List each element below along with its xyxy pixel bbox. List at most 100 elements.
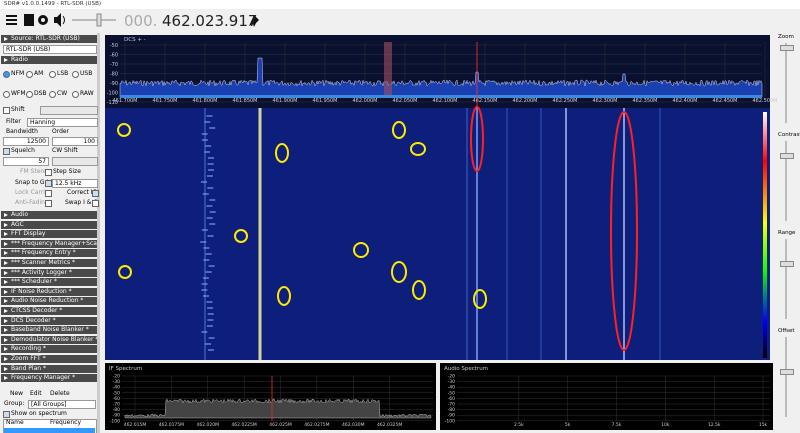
label: Step Size	[53, 168, 81, 175]
waterfall-speckle	[207, 235, 214, 237]
waterfall-speckle	[206, 175, 213, 177]
section-header[interactable]: Radio	[1, 56, 97, 64]
checkbox-label[interactable]: Anti-Fading	[15, 199, 49, 206]
y-tick-label: -80	[110, 72, 118, 78]
waterfall-speckle	[202, 295, 209, 297]
section-header[interactable]: Source: RTL-SDR (USB)	[1, 35, 97, 43]
x-tick-label: 5k	[565, 422, 571, 428]
checkbox-label[interactable]: Shift	[11, 106, 25, 113]
waterfall-speckle	[204, 151, 211, 153]
radio-label[interactable]: RAW	[80, 90, 94, 97]
if-trace	[124, 398, 432, 419]
panel-header[interactable]: Frequency Manager *	[1, 374, 97, 383]
radio-button[interactable]	[72, 71, 79, 78]
panel-header[interactable]: Recording *	[1, 345, 97, 354]
volume-thumb[interactable]	[96, 13, 102, 27]
column-header[interactable]: Frequency	[50, 419, 81, 426]
radio-button[interactable]	[3, 71, 10, 78]
x-tick-label: 462.025M	[269, 422, 292, 428]
radio-label[interactable]: LSB	[57, 70, 69, 77]
frequency-display[interactable]: 462.023.917	[162, 12, 258, 30]
step-select[interactable]: 12.5 kHz	[52, 179, 98, 188]
waterfall-signal	[506, 108, 508, 360]
filter-marker	[384, 42, 392, 97]
annotations	[117, 121, 487, 309]
button[interactable]: Edit	[30, 390, 42, 397]
slider-thumb[interactable]	[780, 45, 794, 51]
slider[interactable]	[785, 337, 787, 417]
button[interactable]: New	[10, 390, 24, 397]
y-tick-label: -30	[113, 379, 120, 385]
panel-header[interactable]: Demodulator Noise Blanker *	[1, 335, 97, 344]
waterfall-speckle	[201, 331, 208, 333]
radio-button[interactable]	[49, 71, 56, 78]
button[interactable]: Delete	[50, 390, 70, 397]
waterfall-speckle	[202, 193, 209, 195]
panel-header[interactable]: CTCSS Decoder *	[1, 307, 97, 315]
radio-button[interactable]	[26, 91, 33, 98]
panel-title: Audio Spectrum	[444, 366, 488, 372]
device-select[interactable]: RTL-SDR (USB)	[3, 45, 97, 54]
slider[interactable]	[785, 141, 787, 221]
radio-label[interactable]: USB	[80, 70, 93, 77]
panel-header[interactable]: Audio	[1, 211, 97, 219]
x-tick-label: 462.250M	[553, 98, 578, 104]
radio-button[interactable]	[3, 91, 10, 98]
checkbox-label[interactable]: Squelch	[11, 147, 35, 154]
label: Group:	[4, 400, 25, 407]
y-tick-label: -70	[110, 62, 118, 68]
waterfall-speckle	[201, 229, 208, 231]
toolbar: 000. 462.023.917	[0, 9, 800, 33]
checkbox-label[interactable]: Snap to Grid	[15, 179, 53, 186]
x-tick-label: 462.100M	[433, 98, 458, 104]
radio-label[interactable]: WFM	[11, 90, 26, 97]
panel-header[interactable]: DCS Decoder *	[1, 316, 97, 325]
waterfall-speckle	[203, 259, 210, 261]
panel-header[interactable]: *** Frequency Entry *	[1, 249, 97, 258]
radio-label[interactable]: CW	[57, 90, 68, 97]
radio-label[interactable]: NFM	[11, 70, 25, 77]
frequency-prefix[interactable]: 000.	[124, 12, 158, 30]
checkbox-label[interactable]: FM Stereo	[20, 168, 51, 175]
squelch-input[interactable]: 57	[3, 157, 49, 166]
panel-header[interactable]: *** Scheduler *	[1, 278, 97, 287]
group-select[interactable]: [All Groups]	[28, 400, 96, 409]
panel-header[interactable]: Zoom FFT *	[1, 355, 97, 363]
checkbox-label[interactable]: Swap I & Q	[65, 199, 99, 206]
volume-track[interactable]	[72, 19, 116, 21]
checkbox-label[interactable]: Correct IQ	[67, 189, 98, 196]
panel-header[interactable]: *** Activity Logger *	[1, 268, 97, 277]
x-tick-label: 461.850M	[233, 98, 258, 104]
spectrum-panel	[105, 35, 770, 105]
panel-header[interactable]: Band Plan *	[1, 364, 97, 373]
panel-header[interactable]: IF Noise Reduction *	[1, 287, 97, 296]
window-title: SDR# v1.0.0.1499 - RTL-SDR (USB)	[4, 1, 101, 7]
checkbox-label[interactable]: Show on spectrum	[11, 410, 67, 417]
panel-header[interactable]: *** Scanner Metrics *	[1, 259, 97, 267]
radio-button[interactable]	[49, 91, 56, 98]
waterfall-speckle	[209, 223, 216, 225]
radio-label[interactable]: DSB	[34, 90, 47, 97]
panel-header[interactable]: *** Frequency Manager+Scanner *	[1, 239, 97, 248]
slider-thumb[interactable]	[780, 369, 794, 375]
x-tick-label: 462.0275M	[304, 422, 329, 428]
waterfall-colorbar	[763, 112, 767, 358]
panel-header[interactable]: Audio Noise Reduction *	[1, 297, 97, 306]
radio-button[interactable]	[72, 91, 79, 98]
bandwidth-input[interactable]: 12500	[3, 137, 49, 146]
radio-label[interactable]: AM	[34, 70, 44, 77]
slider[interactable]	[785, 43, 787, 123]
panel-header[interactable]: AGC	[1, 220, 97, 229]
slider-thumb[interactable]	[780, 261, 794, 267]
panel-header[interactable]: Baseband Noise Blanker *	[1, 326, 97, 335]
slider-label: Range	[778, 230, 796, 236]
checkbox-label[interactable]: Lock Carrier	[15, 189, 52, 196]
waterfall	[105, 108, 770, 360]
column-header[interactable]: Name	[6, 419, 24, 426]
slider-thumb[interactable]	[780, 153, 794, 159]
slider[interactable]	[785, 239, 787, 319]
filter-select[interactable]: Hanning	[27, 118, 98, 127]
radio-button[interactable]	[26, 71, 33, 78]
panel-header[interactable]: FFT Display	[1, 230, 97, 239]
order-input[interactable]: 100	[52, 137, 98, 146]
